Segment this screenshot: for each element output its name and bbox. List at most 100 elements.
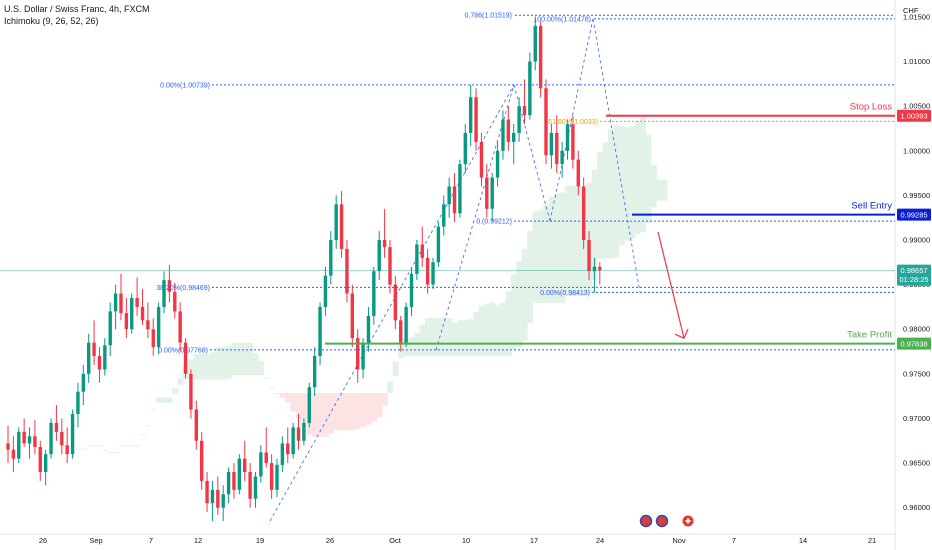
candle-body <box>329 240 333 276</box>
candle-body <box>6 443 10 450</box>
candle-body <box>17 431 21 459</box>
cloud-segment <box>193 353 200 380</box>
candle-body <box>361 342 365 370</box>
candle-body <box>485 177 489 209</box>
cloud-segment <box>349 393 356 431</box>
fib-label: 0.00%(0.98413) <box>540 290 590 297</box>
candle-body <box>38 447 42 472</box>
cloud-segment <box>602 142 609 259</box>
cloud-segment <box>360 393 367 427</box>
cloud-segment <box>311 393 318 437</box>
swing-line <box>435 84 515 351</box>
cloud-segment <box>634 120 641 235</box>
cloud-segment <box>301 393 308 427</box>
candle-body <box>49 422 53 455</box>
candle-body <box>135 298 139 307</box>
candle-body <box>366 315 371 343</box>
cloud-segment <box>295 393 302 420</box>
fib-label: 0.00%(1.00739) <box>160 82 210 89</box>
trade-levels: Stop Loss Sell Entry Take Profit <box>0 102 895 345</box>
candle-body <box>183 342 188 374</box>
cloud-segment <box>484 303 491 356</box>
level-price-tag <box>897 208 931 221</box>
time-tick: 26 <box>39 536 47 545</box>
level-name: Sell Entry <box>851 201 892 212</box>
candle-body <box>210 489 215 504</box>
cloud-segment <box>322 393 329 437</box>
level-price-tag <box>897 109 931 122</box>
cloud-segment <box>462 320 469 356</box>
currency-label: CHF <box>903 6 919 15</box>
cloud-segment <box>613 124 620 258</box>
projection-arrow <box>657 231 689 339</box>
cloud-segment <box>645 134 652 224</box>
candle-body <box>232 472 236 490</box>
event-markers[interactable] <box>639 514 694 528</box>
level-price-tag <box>897 337 931 350</box>
candle-body <box>81 373 86 392</box>
candle-body <box>302 422 306 441</box>
candle-body <box>221 494 225 508</box>
cloud-segment <box>473 312 480 356</box>
candle-body <box>393 284 398 321</box>
cloud-segment <box>112 451 119 453</box>
cloud-segment <box>543 204 550 303</box>
candles <box>6 18 602 522</box>
candle-body <box>307 387 311 423</box>
arrow-shaft <box>657 231 685 339</box>
candle-body <box>409 273 414 307</box>
swing-line <box>269 84 515 522</box>
candle-body <box>248 472 252 499</box>
candle-body <box>517 106 521 133</box>
cloud-segment <box>107 451 114 453</box>
time-tick: Oct <box>389 536 402 545</box>
candle-body <box>468 97 473 133</box>
cloud-segment <box>220 347 227 380</box>
indicator-label: Ichimoku (9, 26, 52, 26) <box>4 16 99 26</box>
candle-body <box>151 329 155 348</box>
cloud-segment <box>123 445 130 447</box>
cloud-segment <box>467 319 474 356</box>
cloud-segment <box>650 164 657 208</box>
level-price-text: 0.99285 <box>900 210 927 219</box>
current-price-tag <box>897 264 931 286</box>
time-tick: 14 <box>799 536 807 545</box>
cloud-segment <box>381 393 388 406</box>
candle-body <box>226 472 231 495</box>
time-axis: 26 Sep 7 12 19 26 Oct 10 17 24 Nov 7 14 21 <box>39 536 876 545</box>
candle-body <box>533 25 537 62</box>
candle-body <box>103 345 107 370</box>
cloud-segment <box>435 318 442 356</box>
candle-body <box>243 458 247 472</box>
cloud-segment <box>134 445 141 447</box>
cloud-segment <box>521 248 528 341</box>
candle-body <box>581 186 586 240</box>
bar-countdown: 01:28:25 <box>899 275 928 284</box>
cloud-segment <box>387 381 394 394</box>
cloud-segment <box>231 342 238 376</box>
candle-body <box>334 204 338 240</box>
candle-body <box>173 291 177 312</box>
cloud-segment <box>489 302 496 356</box>
candle-body <box>189 373 193 410</box>
cloud-segment <box>511 274 517 350</box>
candle-body <box>312 356 317 388</box>
level-name: Stop Loss <box>850 102 892 113</box>
swing-line <box>592 18 641 293</box>
candle-body <box>124 313 129 330</box>
candle-body <box>382 240 387 248</box>
candle-body <box>97 356 102 370</box>
price-tick: 0.99500 <box>903 191 930 200</box>
price-tick: 1.00500 <box>903 102 930 111</box>
cloud-segment <box>564 185 571 297</box>
candle-body <box>356 338 360 370</box>
time-tick: Sep <box>89 536 102 545</box>
candle-body <box>447 186 451 205</box>
candle-body <box>544 88 548 156</box>
time-tick: 7 <box>149 536 153 545</box>
candle-body <box>404 306 408 343</box>
candle-body <box>442 204 446 227</box>
candle-body <box>463 132 467 165</box>
us-flag-icon <box>639 514 653 528</box>
